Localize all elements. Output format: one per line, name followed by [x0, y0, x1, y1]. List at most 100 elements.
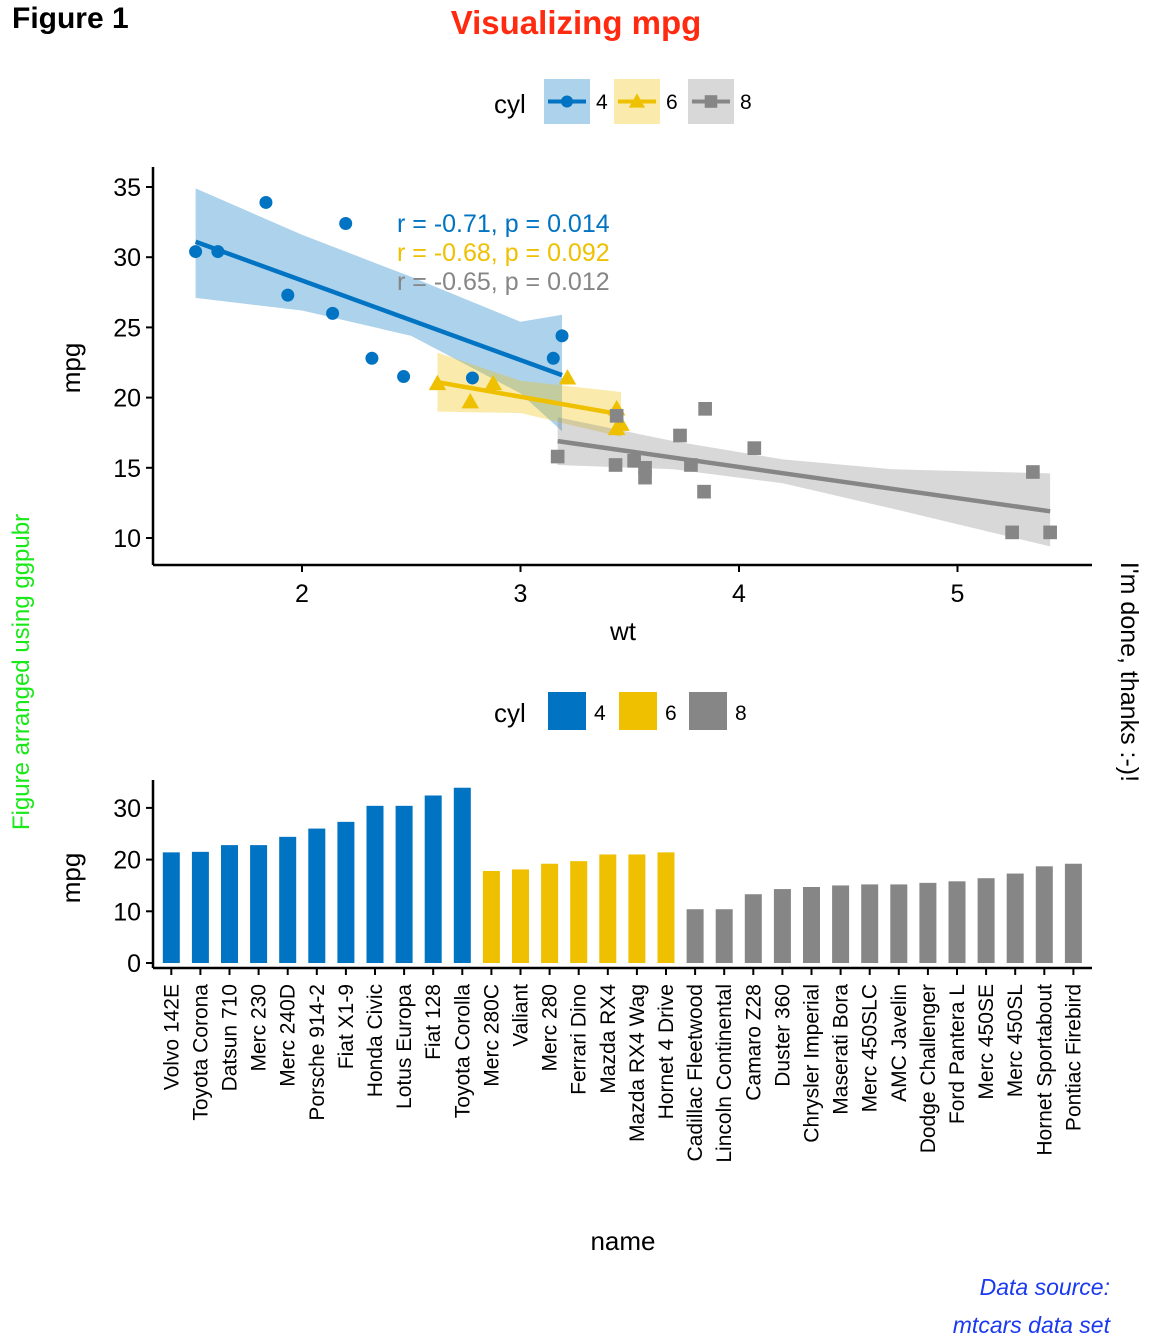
bar-x-tick-label: Honda Civic	[364, 984, 387, 1097]
point-cyl-8	[697, 484, 711, 499]
point-cyl-8	[1043, 525, 1057, 540]
bar	[337, 821, 355, 963]
bar	[482, 870, 500, 963]
bar	[599, 854, 617, 963]
bar	[890, 884, 908, 963]
bar-x-tick-label: Camaro Z28	[742, 984, 765, 1101]
bar-x-tick-label: Hornet 4 Drive	[655, 984, 678, 1119]
correlation-label-cyl-6: r = -0.68, p = 0.092	[397, 239, 610, 267]
bar	[366, 805, 384, 963]
bar-legend-title: cyl	[494, 698, 526, 728]
bar-x-tick-label: Merc 280	[539, 984, 562, 1072]
point-cyl-4	[259, 195, 273, 209]
point-cyl-4	[339, 217, 353, 231]
bar-x-tick-label: Duster 360	[771, 984, 794, 1087]
scatter-x-tick-label: 2	[295, 580, 309, 608]
point-cyl-8	[747, 441, 762, 455]
bar-x-tick-label: Datsun 710	[219, 984, 242, 1091]
bar-x-tick-label: Mazda RX4	[597, 984, 620, 1094]
bar-legend-key-6	[619, 692, 657, 730]
bar-legend-key-8	[689, 692, 727, 730]
bar-legend: cyl 4 6 8	[494, 692, 747, 730]
scatter-fit-lines	[194, 239, 1051, 514]
ci-band-cyl-8	[557, 417, 1051, 547]
legend-key-marker-4	[561, 95, 573, 108]
legend-key-marker-6	[628, 93, 646, 108]
bar	[744, 894, 762, 963]
bar-y-tick-label: 30	[113, 795, 141, 823]
fit-line-cyl-6	[437, 379, 622, 417]
scatter-y-tick-label: 30	[113, 244, 141, 272]
point-cyl-6	[461, 393, 480, 409]
bar	[453, 787, 471, 963]
bar-x-tick-label: Porsche 914-2	[306, 984, 329, 1121]
legend-key-marker-8	[704, 95, 718, 108]
scatter-y-tick-label: 20	[113, 385, 141, 413]
bar-legend-label-8: 8	[735, 702, 747, 725]
bar-x-tick-label: Merc 450SLC	[859, 984, 882, 1112]
point-cyl-4	[465, 371, 479, 385]
correlation-label-cyl-4: r = -0.71, p = 0.014	[397, 210, 610, 238]
bar-y-tick-label: 10	[113, 898, 141, 926]
legend-label-4: 4	[596, 91, 608, 114]
bar-x-tick-label: Lincoln Continental	[713, 984, 736, 1163]
point-cyl-8	[627, 453, 641, 468]
bar-y-tick-label: 20	[113, 847, 141, 875]
bar	[162, 852, 180, 963]
bar-x-tick-label: Toyota Corolla	[451, 984, 474, 1119]
bar-x-tick-label: Ferrari Dino	[568, 984, 591, 1095]
bar-x-axis-title: name	[590, 1226, 655, 1256]
bar	[657, 852, 675, 963]
bar-x-tick-label: Merc 240D	[277, 984, 300, 1087]
point-cyl-8	[1005, 525, 1019, 540]
bar-x-tick-label: Maserati Bora	[830, 984, 853, 1115]
scatter-x-tick-label: 4	[732, 580, 746, 608]
scatter-legend: cyl 4 6 8	[494, 79, 752, 124]
bar	[948, 881, 966, 963]
bar	[919, 882, 937, 963]
point-cyl-8	[608, 458, 623, 472]
point-cyl-8	[550, 449, 565, 464]
bar-x-tick-label: Merc 450SL	[1004, 984, 1027, 1097]
bar	[832, 885, 850, 963]
data-source-note: Data source: mtcars data set	[953, 1268, 1110, 1344]
bar	[1035, 866, 1053, 963]
point-cyl-8	[609, 409, 624, 423]
point-cyl-4	[281, 288, 295, 302]
bar-x-tick-label: Merc 450SE	[975, 984, 998, 1100]
point-cyl-4	[211, 245, 225, 259]
bar-x-tick-label: Merc 230	[248, 984, 271, 1072]
bar	[191, 851, 209, 963]
scatter-y-tick-label: 25	[113, 314, 141, 342]
ci-band-cyl-6	[437, 352, 622, 437]
bar-x-tick-label: Toyota Corona	[189, 984, 212, 1121]
bar	[1064, 863, 1082, 963]
bar-x-tick-label: Ford Pantera L	[946, 984, 969, 1124]
legend-label-8: 8	[740, 91, 752, 114]
point-cyl-8	[638, 460, 652, 475]
bar-y-tick-label: 0	[127, 950, 141, 978]
bar-axes: 0 10 20 30 Volvo 142E Toyota Corona Datsun 710…	[113, 780, 1092, 1163]
bar	[861, 884, 879, 963]
bar-x-tick-label: Fiat X1-9	[335, 984, 358, 1069]
bar-x-tick-label: Merc 280C	[480, 984, 503, 1087]
point-cyl-8	[698, 402, 712, 416]
scatter-x-tick-label: 5	[951, 580, 965, 608]
chart-title: Visualizing mpg	[450, 4, 702, 41]
bar-x-tick-label: Volvo 142E	[160, 984, 183, 1090]
point-cyl-6	[428, 374, 447, 391]
source-line-2: mtcars data set	[952, 1312, 1110, 1338]
point-cyl-4	[189, 245, 203, 259]
bar-legend-key-4	[548, 692, 586, 730]
point-cyl-6	[558, 369, 577, 385]
bar-x-tick-label: Chrysler Imperial	[801, 984, 824, 1143]
point-cyl-6	[484, 374, 502, 391]
bar	[221, 845, 238, 963]
source-line-1: Data source:	[979, 1274, 1110, 1300]
point-cyl-4	[555, 329, 569, 343]
scatter-points	[189, 195, 1057, 540]
bar-y-axis-title: mpg	[56, 853, 86, 904]
bar	[250, 845, 268, 963]
